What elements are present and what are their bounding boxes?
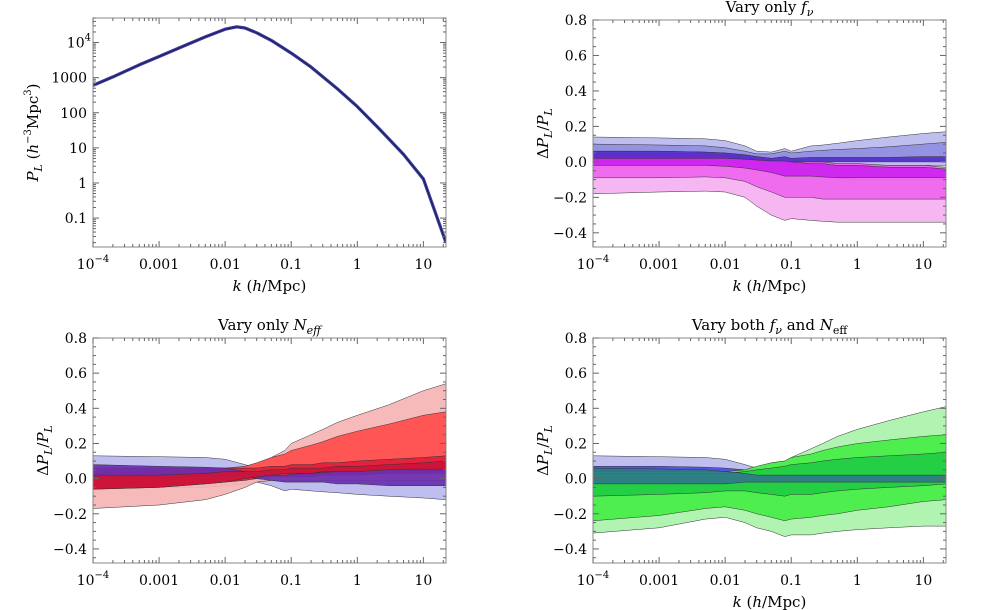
y-tick-label: 0.6 bbox=[565, 48, 587, 64]
series-outline-0 bbox=[93, 26, 446, 243]
x-tick-label: 1 bbox=[853, 573, 862, 589]
band-5 bbox=[593, 467, 946, 485]
x-tick-label: 10 bbox=[414, 573, 432, 589]
y-tick-label: 100 bbox=[60, 106, 87, 122]
y-axis-label: ΔPL/PL bbox=[534, 425, 555, 476]
x-tick-label: 10 bbox=[414, 257, 432, 273]
plot-area bbox=[593, 131, 946, 223]
x-tick-label: 0.001 bbox=[139, 257, 179, 273]
y-tick-label: −0.2 bbox=[553, 507, 587, 523]
plot-area bbox=[93, 383, 446, 509]
y-tick-label: 0.4 bbox=[565, 84, 587, 100]
y-tick-label: 0.2 bbox=[565, 119, 587, 135]
y-axis-label: ΔPL/PL bbox=[34, 425, 55, 476]
plot-area bbox=[593, 406, 946, 537]
chart-title: Vary both fν and Neff bbox=[691, 316, 849, 337]
y-tick-label: 0.4 bbox=[565, 401, 587, 417]
x-tick-label: 0.01 bbox=[210, 257, 241, 273]
x-tick-label: 0.001 bbox=[639, 257, 679, 273]
x-tick-label: 10−4 bbox=[577, 570, 610, 589]
x-axis-label: k (h/Mpc) bbox=[233, 277, 307, 295]
x-tick-label: 1 bbox=[353, 257, 362, 273]
x-tick-label: 0.1 bbox=[780, 257, 802, 273]
x-tick-label: 0.1 bbox=[280, 257, 302, 273]
band-4 bbox=[593, 452, 946, 497]
y-tick-label: 0.6 bbox=[565, 366, 587, 382]
panel-power-spectrum: 10−4 0.001 0.01 0.1 1 10 104 1000 100 10 1 0.1 k (h/… bbox=[23, 17, 447, 295]
y-tick-label: 0.6 bbox=[65, 366, 87, 382]
y-axis-label: PL (h−3Mpc3) bbox=[23, 83, 45, 182]
y-tick-label: 10 bbox=[69, 141, 87, 157]
y-tick-label: 0.4 bbox=[65, 401, 87, 417]
x-tick-label: 1 bbox=[353, 573, 362, 589]
plot-frame bbox=[92, 17, 447, 248]
plot-frame bbox=[592, 19, 947, 248]
x-tick-label: 10 bbox=[914, 257, 932, 273]
plot-frame bbox=[592, 337, 947, 564]
panel-vary-neff: 10−4 0.001 0.01 0.1 1 10 0.8 0.6 0.4 0.2 0.0 −0.2 −0… bbox=[34, 316, 447, 589]
y-tick-label: 0.0 bbox=[565, 155, 587, 171]
y-tick-label: −0.4 bbox=[553, 226, 587, 242]
y-tick-label: −0.4 bbox=[53, 542, 87, 558]
plot-frame bbox=[92, 337, 447, 564]
panel-vary-both: 10−4 0.001 0.01 0.1 1 10 0.8 0.6 0.4 0.2 0.0 −0.2 −0… bbox=[534, 316, 947, 610]
y-tick-label: −0.2 bbox=[53, 507, 87, 523]
x-tick-label: 10−4 bbox=[77, 254, 110, 273]
y-tick-label: 0.0 bbox=[565, 472, 587, 488]
band-5 bbox=[593, 150, 946, 163]
x-tick-label: 10−4 bbox=[77, 570, 110, 589]
y-tick-label: 0.2 bbox=[65, 436, 87, 452]
series-line-0 bbox=[93, 25, 446, 244]
x-tick-label: 0.01 bbox=[210, 573, 241, 589]
band-5 bbox=[93, 460, 446, 490]
x-tick-label: 1 bbox=[853, 257, 862, 273]
y-tick-label: 0.2 bbox=[565, 436, 587, 452]
x-tick-label: 0.01 bbox=[710, 257, 741, 273]
x-tick-label: 0.1 bbox=[280, 573, 302, 589]
y-tick-label: 1000 bbox=[51, 71, 87, 87]
panel-vary-fnu: 10−4 0.001 0.01 0.1 1 10 0.8 0.6 0.4 0.2 0.0 −0.2 −0… bbox=[534, 0, 947, 295]
y-tick-label: 104 bbox=[67, 33, 91, 52]
x-tick-label: 10 bbox=[914, 573, 932, 589]
x-tick-label: 0.01 bbox=[710, 573, 741, 589]
y-tick-label: 0.0 bbox=[65, 472, 87, 488]
plot-area bbox=[93, 25, 446, 244]
chart-title: Vary only fν bbox=[725, 0, 814, 19]
y-tick-label: −0.4 bbox=[553, 542, 587, 558]
y-axis-label: ΔPL/PL bbox=[534, 108, 555, 159]
x-axis-label: k (h/Mpc) bbox=[733, 277, 807, 295]
y-tick-label: −0.2 bbox=[553, 190, 587, 206]
chart-title: Vary only Neff bbox=[217, 316, 323, 337]
x-tick-label: 0.1 bbox=[780, 573, 802, 589]
x-tick-label: 0.001 bbox=[639, 573, 679, 589]
y-tick-label: 0.1 bbox=[65, 211, 87, 227]
y-tick-label: 0.8 bbox=[565, 331, 587, 347]
y-tick-label: 1 bbox=[78, 176, 87, 192]
x-axis-label: k (h/Mpc) bbox=[733, 593, 807, 610]
x-tick-label: 10−4 bbox=[577, 254, 610, 273]
x-tick-label: 0.001 bbox=[139, 573, 179, 589]
y-tick-label: 0.8 bbox=[65, 331, 87, 347]
y-tick-label: 0.8 bbox=[565, 13, 587, 29]
